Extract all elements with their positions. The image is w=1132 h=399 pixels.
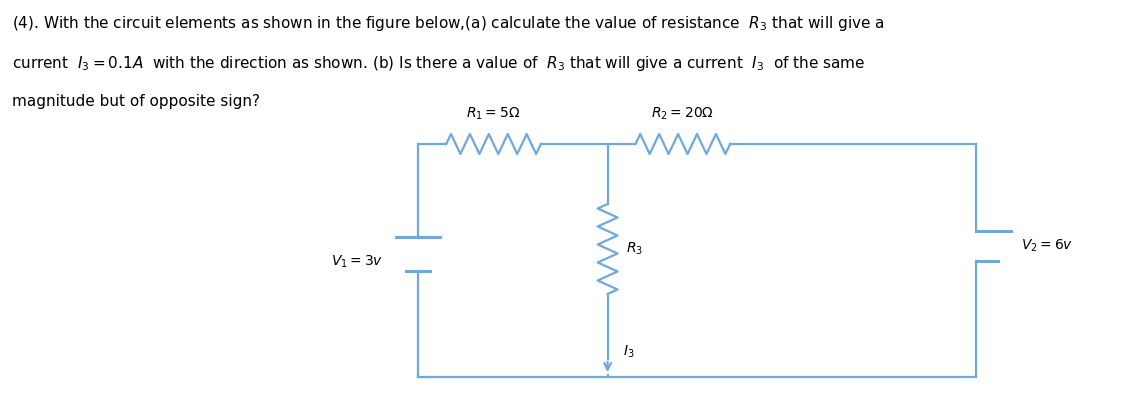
Text: magnitude but of opposite sign?: magnitude but of opposite sign? [12, 94, 260, 109]
Text: $I_3$: $I_3$ [623, 344, 634, 360]
Text: $R_2 = 20\Omega$: $R_2 = 20\Omega$ [651, 106, 714, 122]
Text: $V_2 = 6v$: $V_2 = 6v$ [1021, 238, 1073, 254]
Text: $R_3$: $R_3$ [626, 241, 643, 257]
Text: $V_1 = 3v$: $V_1 = 3v$ [332, 254, 384, 270]
Text: $R_1 = 5\Omega$: $R_1 = 5\Omega$ [466, 106, 521, 122]
Text: (4). With the circuit elements as shown in the figure below,(a) calculate the va: (4). With the circuit elements as shown … [12, 14, 884, 33]
Text: current  $I_3 = 0.1A$  with the direction as shown. (b) Is there a value of  $R_: current $I_3 = 0.1A$ with the direction … [12, 54, 865, 73]
